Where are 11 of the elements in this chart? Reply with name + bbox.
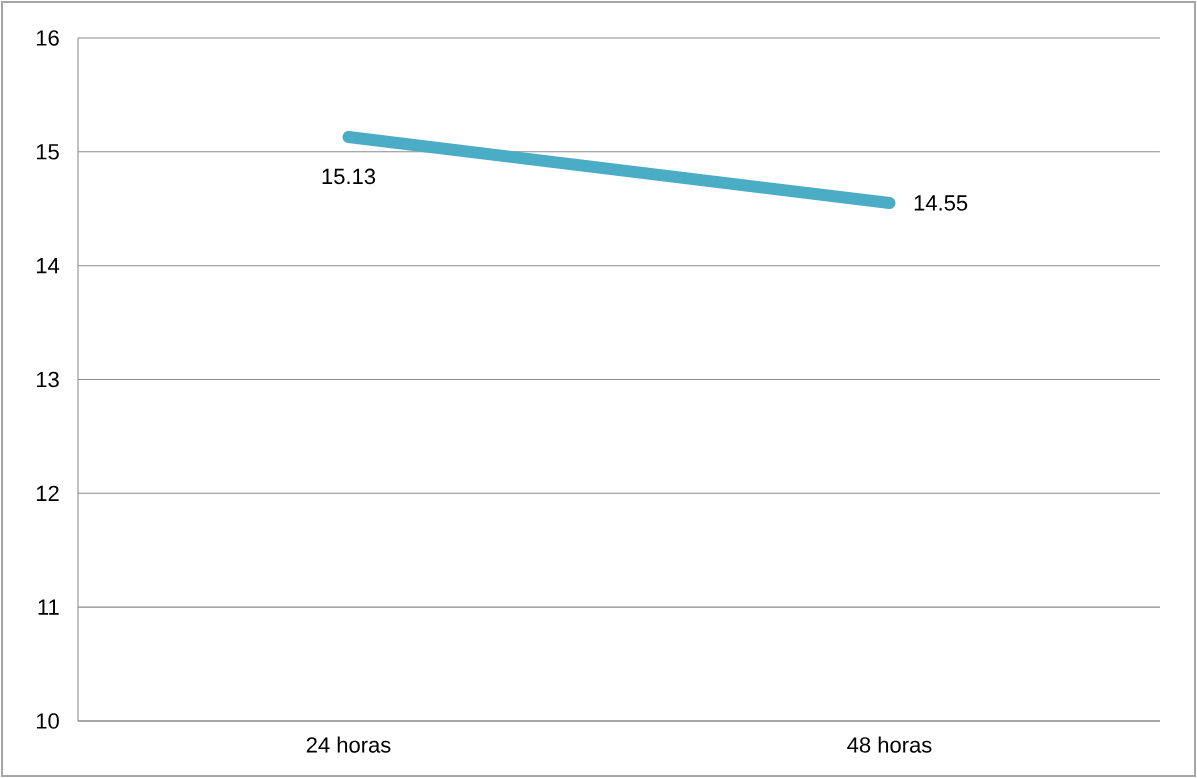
data-label: 14.55 bbox=[914, 195, 968, 211]
y-tick-label: 15 bbox=[36, 144, 59, 160]
data-label: 15.13 bbox=[322, 168, 376, 185]
x-tick-label: 48 horas bbox=[847, 736, 932, 753]
y-tick-label: 11 bbox=[38, 599, 59, 615]
y-tick-label: 12 bbox=[36, 485, 59, 501]
y-tick-label: 14 bbox=[36, 258, 60, 274]
y-tick-label: 10 bbox=[36, 713, 59, 729]
y-tick-label: 13 bbox=[36, 371, 59, 388]
x-tick-label: 24 horas bbox=[306, 736, 391, 753]
y-tick-label: 16 bbox=[36, 30, 59, 46]
